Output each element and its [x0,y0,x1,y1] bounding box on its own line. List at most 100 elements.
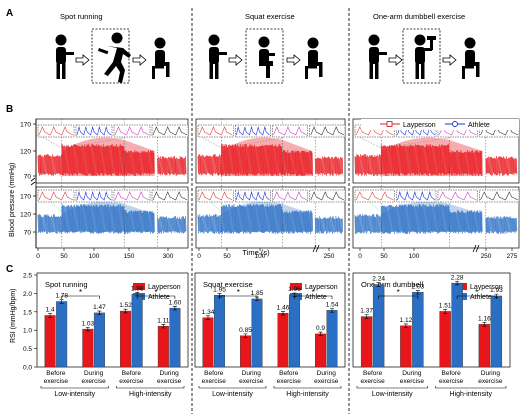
bar-athlete [56,301,68,368]
category-label: exercise [314,378,339,385]
bp-frame-top [195,118,346,184]
category-label: exercise [439,378,464,385]
rsi-chart-3: One-arm dumbbell Layperson Athlete 1.37 2.24… [352,272,511,398]
bar-layperson [120,310,132,368]
bar-athlete [214,295,225,368]
y-tick-label: 170 [20,122,31,129]
waveform-sample [114,191,150,201]
error-bar [123,308,128,314]
data-label: 0.9 [316,325,325,332]
panel-c-rsi-bars: RSI (mmHg/bpm) 0.0 0.5 1.0 1.5 2.0 2.5 Spot run… [10,272,511,398]
error-bar [59,299,64,304]
error-bar [48,313,53,318]
x-tick-label: 100 [409,253,420,260]
chart-frame [194,272,346,368]
torso [308,50,318,64]
category-label: Before [279,370,299,377]
head [111,32,123,44]
torso [465,50,475,64]
data-label: 2.28 [451,274,464,281]
waveform-inset [309,189,346,203]
bar-athlete [169,307,181,368]
bar-athlete [131,293,143,368]
bar-layperson [157,325,169,368]
seated-person-icon [152,37,170,79]
y-tick-label: 2.5 [23,273,32,280]
y-tick-label: 70 [24,174,32,181]
bp-trace [314,156,343,176]
thigh [465,62,479,66]
category-label: exercise [239,378,264,385]
scenario-title-1: Spot running [60,12,103,21]
chart-title: Spot running [45,280,88,289]
bp-trace [37,154,63,176]
rsi-ylabel: RSI (mmHg/bpm) [10,289,17,343]
legend-bg [361,119,519,130]
y-tick-label: 120 [20,149,31,156]
waveform-sample [38,191,74,201]
legend-label-layperson: Layperson [305,284,338,291]
waveform-inset [197,124,234,138]
seated-person-icon [305,37,323,79]
chair [152,67,155,79]
chart-frame [352,272,511,368]
y-tick-label: 0.0 [23,365,32,372]
arm [424,48,432,51]
group-bracket [356,386,428,389]
x-tick-label: 250 [481,253,492,260]
data-label: 1.16 [478,315,491,322]
data-label: 1.34 [202,309,215,316]
data-label: 1.93 [490,287,503,294]
waveform-sample [152,126,188,136]
data-label: 1.11 [157,317,170,324]
bar-layperson [400,325,412,368]
x-tick-label: 0 [36,253,40,260]
group-label: Low-intensity [212,391,253,398]
waveform-inset [272,189,308,203]
waveform-inset [272,124,308,138]
error-bar [206,315,210,320]
bar-layperson [202,317,214,368]
error-bar [97,310,102,316]
bp-trace [157,216,187,234]
x-tick-label: 150 [124,253,135,260]
waveform-inset [37,189,75,203]
x-tick-label: 50 [223,253,231,260]
thigh [308,62,322,66]
legend-marker-athlete [452,121,458,127]
arm [266,53,275,56]
bp-frame-top [35,118,189,184]
bp-trace [380,203,450,235]
x-tick-label: 50 [60,253,68,260]
significance-bracket [456,295,497,299]
significance-star: * [237,288,240,297]
panel-letter-a: A [6,8,13,19]
bar-layperson [478,324,491,368]
bp-trace [485,216,518,235]
bp-trace [354,214,382,235]
data-label: 1.96 [288,286,301,293]
category-label: exercise [400,378,425,385]
error-bar [443,309,448,314]
data-label: 1.60 [169,299,182,306]
category-label: Before [46,370,66,377]
arrow-icon [442,54,457,66]
running-person-icon [97,32,131,83]
group-label: Low-intensity [54,391,95,398]
chart-title: Squat exercise [203,280,253,289]
bp-trace [157,156,187,176]
bp-trace [448,150,483,176]
arm [217,52,227,55]
y-tick-label: 2.0 [23,291,32,298]
leg [215,63,219,79]
data-label: 1.85 [251,290,264,297]
significance-star: * [79,288,82,297]
arrow-icon [388,54,403,66]
rsi-chart-1: Spot running LaypersonAthlete1.41.78Befor… [36,272,189,398]
y-tick-label: 170 [20,194,31,201]
axis-break-mark [30,177,36,186]
category-label: During [242,370,262,377]
bp-frame-bottom [195,186,346,249]
data-label: 1.52 [119,302,132,309]
category-label: exercise [478,378,503,385]
